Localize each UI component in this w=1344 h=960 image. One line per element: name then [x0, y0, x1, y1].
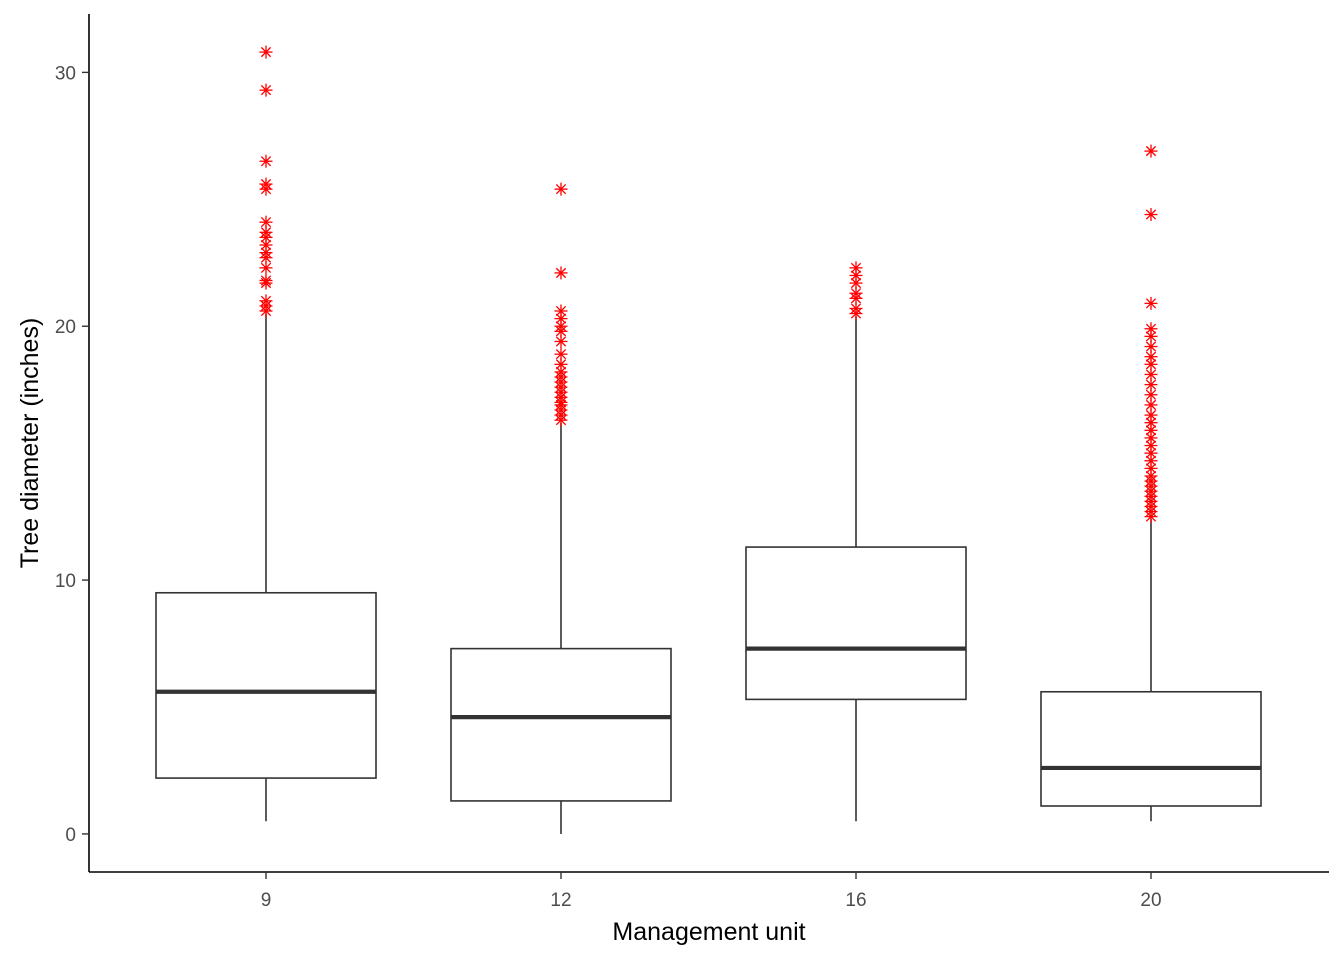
outlier-stroke	[260, 156, 272, 167]
outlier-stroke	[1145, 470, 1157, 482]
y-tick-label: 20	[55, 317, 76, 338]
outlier-stroke	[555, 267, 567, 279]
outlier-stroke	[1145, 379, 1157, 390]
x-tick-label: 9	[261, 890, 272, 911]
x-axis-title: Management unit	[612, 918, 805, 946]
outlier-stroke	[555, 349, 567, 360]
outlier-stroke	[850, 270, 862, 281]
box-group-20	[1040, 519, 1262, 822]
outlier-stroke	[1145, 417, 1157, 428]
iqr-box	[155, 591, 377, 779]
box-group-16	[745, 316, 967, 822]
outlier-stroke	[1145, 323, 1157, 334]
outlier-point	[554, 266, 568, 280]
outlier-stroke	[260, 295, 272, 306]
outlier-stroke	[1145, 432, 1157, 444]
outlier-point	[1144, 322, 1158, 336]
outliers-16	[849, 261, 863, 321]
outlier-stroke	[1145, 463, 1157, 474]
outlier-point	[259, 215, 273, 229]
outlier-point	[259, 45, 273, 59]
outlier-stroke	[555, 359, 567, 370]
outliers-20	[1144, 144, 1158, 524]
iqr-box	[450, 647, 672, 802]
outlier-point	[554, 357, 568, 371]
outlier-point	[1144, 340, 1158, 354]
outlier-stroke	[555, 366, 567, 378]
iqr-box	[745, 546, 967, 701]
outlier-stroke	[260, 227, 272, 238]
box-group-12	[450, 422, 672, 834]
outlier-stroke	[1145, 209, 1157, 220]
outlier-stroke	[555, 313, 567, 324]
outlier-stroke	[1145, 389, 1157, 400]
outlier-stroke	[260, 262, 272, 273]
outlier-point	[1144, 296, 1158, 310]
outlier-point	[1144, 439, 1158, 453]
outliers-9	[259, 45, 273, 318]
y-tick-label: 10	[55, 571, 76, 592]
outlier-stroke	[1145, 341, 1157, 352]
outlier-stroke	[1145, 359, 1157, 370]
x-ticks-layer: 9 12 16 20	[261, 872, 1162, 911]
y-tick-label: 30	[55, 63, 76, 84]
outlier-stroke	[1145, 440, 1157, 451]
outlier-stroke	[850, 277, 862, 289]
outlier-stroke	[260, 239, 272, 251]
outlier-stroke	[1145, 409, 1157, 421]
outlier-point	[1144, 446, 1158, 460]
axes-layer	[88, 14, 1329, 873]
outlier-point	[259, 177, 273, 191]
outlier-stroke	[1145, 425, 1157, 436]
outlier-point	[259, 225, 273, 239]
outlier-stroke	[850, 303, 862, 314]
iqr-box	[1040, 690, 1262, 807]
outlier-stroke	[555, 336, 567, 347]
outlier-point	[849, 268, 863, 282]
box-group-9	[155, 313, 377, 822]
x-tick-label: 12	[550, 890, 571, 911]
outlier-point	[1144, 431, 1158, 445]
outlier-point	[259, 294, 273, 308]
outlier-point	[1144, 208, 1158, 222]
outlier-stroke	[1145, 145, 1157, 157]
outlier-point	[554, 304, 568, 318]
boxes-layer	[155, 313, 1262, 834]
outlier-stroke	[1145, 331, 1157, 342]
outliers-layer	[259, 45, 1158, 524]
y-tick-label: 0	[65, 825, 76, 846]
y-ticks-layer: 0 10 20 30	[55, 63, 89, 846]
outlier-stroke	[1145, 448, 1157, 459]
outlier-point	[554, 347, 568, 361]
outlier-stroke	[1145, 369, 1157, 380]
outlier-stroke	[555, 305, 567, 317]
outlier-stroke	[850, 262, 862, 273]
outlier-point	[1144, 469, 1158, 483]
x-tick-label: 16	[845, 890, 866, 911]
outlier-point	[554, 182, 568, 196]
outlier-stroke	[260, 275, 272, 286]
outlier-stroke	[555, 184, 567, 195]
outlier-point	[259, 274, 273, 288]
outlier-point	[259, 154, 273, 168]
y-axis-title: Tree diameter (inches)	[16, 318, 44, 569]
outlier-stroke	[1145, 298, 1157, 309]
outliers-12	[554, 182, 568, 427]
outlier-stroke	[260, 178, 272, 190]
outlier-point	[849, 261, 863, 275]
outlier-point	[1144, 144, 1158, 158]
outlier-stroke	[1145, 351, 1157, 362]
outlier-stroke	[260, 247, 272, 258]
outlier-stroke	[1145, 455, 1157, 466]
outlier-point	[259, 83, 273, 97]
outlier-stroke	[850, 288, 862, 299]
outlier-stroke	[260, 46, 272, 58]
outlier-stroke	[1145, 399, 1157, 411]
x-tick-label: 20	[1140, 890, 1161, 911]
outlier-stroke	[260, 217, 272, 228]
outlier-stroke	[555, 321, 567, 332]
outlier-stroke	[260, 85, 272, 96]
